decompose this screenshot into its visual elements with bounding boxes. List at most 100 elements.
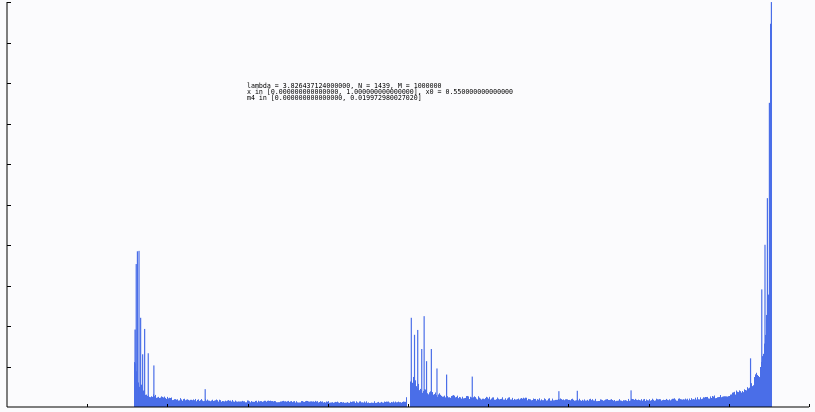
histogram-spike <box>764 244 766 407</box>
histogram-bar <box>576 400 577 407</box>
histogram-bar <box>182 400 183 407</box>
histogram-bar <box>340 402 341 407</box>
histogram-bar <box>485 398 486 407</box>
histogram-bar <box>302 401 303 407</box>
histogram-bar <box>460 397 461 407</box>
histogram-bar <box>263 401 264 407</box>
histogram-bar <box>549 398 550 407</box>
histogram-bar <box>532 400 533 407</box>
histogram-bar <box>518 398 519 407</box>
histogram-bar <box>755 374 756 407</box>
histogram-bar <box>255 400 256 407</box>
histogram-bar <box>391 401 392 407</box>
histogram-bar <box>579 398 580 407</box>
histogram-bar <box>283 400 284 407</box>
histogram-bar <box>636 399 637 407</box>
histogram-spike <box>410 317 412 407</box>
histogram-bar <box>339 402 340 407</box>
histogram-bar <box>318 402 319 407</box>
histogram-bar <box>166 398 167 407</box>
histogram-bar <box>158 396 159 407</box>
histogram-bar <box>291 401 292 407</box>
histogram-bar <box>759 377 760 407</box>
histogram-bar <box>289 401 290 407</box>
histogram-bar <box>691 398 692 407</box>
histogram-bar <box>690 399 691 407</box>
histogram-bar <box>226 401 227 407</box>
histogram-bar <box>342 402 343 407</box>
histogram-bar <box>405 401 406 407</box>
histogram-bar <box>404 401 405 407</box>
histogram-bar <box>276 402 277 407</box>
histogram-bar <box>323 402 324 407</box>
histogram-bar <box>540 400 541 407</box>
histogram-bar <box>251 401 252 407</box>
histogram-bar <box>297 402 298 407</box>
histogram-bar <box>358 402 359 407</box>
histogram-bar <box>265 400 266 407</box>
histogram-bar <box>703 397 704 407</box>
histogram-bar <box>526 397 527 407</box>
histogram-bar <box>161 396 162 407</box>
histogram-bar <box>758 375 759 407</box>
histogram-bar <box>149 396 150 407</box>
histogram-bar <box>459 396 460 407</box>
histogram-bar <box>316 401 317 407</box>
histogram-bar <box>680 399 681 407</box>
histogram-bar <box>432 392 433 407</box>
histogram-bar <box>362 402 363 407</box>
histogram-bar <box>712 396 713 407</box>
histogram-bar <box>698 399 699 407</box>
histogram-bar <box>413 376 414 407</box>
histogram-bar <box>704 397 705 407</box>
histogram-bar <box>500 399 501 407</box>
histogram-bar <box>654 400 655 407</box>
histogram-bar <box>626 400 627 407</box>
histogram-bar <box>346 402 347 407</box>
histogram-bar <box>162 396 163 407</box>
histogram-bar <box>453 395 454 407</box>
histogram-bar <box>582 399 583 407</box>
histogram-bar <box>321 401 322 407</box>
histogram-bar <box>463 398 464 407</box>
histogram-bar <box>673 398 674 407</box>
histogram-bar <box>206 400 207 407</box>
histogram-bar <box>541 399 542 407</box>
histogram-bar <box>393 401 394 407</box>
histogram-bar <box>734 391 735 407</box>
histogram-bar <box>175 399 176 407</box>
histogram-bar <box>174 399 175 407</box>
histogram-bar <box>619 399 620 407</box>
histogram-bar <box>418 383 419 407</box>
histogram-bar <box>674 398 675 407</box>
histogram-spike <box>768 102 770 407</box>
histogram-bar <box>746 390 747 407</box>
histogram-bar <box>325 402 326 407</box>
histogram-bar <box>334 402 335 407</box>
histogram-bar <box>622 401 623 407</box>
histogram-bar <box>689 398 690 407</box>
histogram-bar <box>237 401 238 407</box>
histogram-bar <box>250 402 251 407</box>
histogram-bar <box>695 397 696 407</box>
histogram-bar <box>434 394 435 407</box>
histogram-bar <box>305 401 306 407</box>
histogram-bar <box>337 401 338 407</box>
histogram-bar <box>744 389 745 407</box>
histogram-bar <box>475 397 476 407</box>
histogram-bar <box>578 400 579 407</box>
histogram-bar <box>555 399 556 407</box>
histogram-bar <box>672 398 673 407</box>
histogram-bar <box>376 402 377 407</box>
histogram-bar <box>196 401 197 407</box>
histogram-bar <box>530 399 531 407</box>
histogram-bar <box>308 401 309 407</box>
histogram-bar <box>707 396 708 407</box>
histogram-bar <box>585 400 586 407</box>
histogram-bar <box>715 398 716 407</box>
histogram-bar <box>364 401 365 407</box>
histogram-bar <box>663 399 664 407</box>
histogram-spike <box>766 198 768 407</box>
histogram-bar <box>639 400 640 407</box>
histogram-bar <box>211 400 212 407</box>
